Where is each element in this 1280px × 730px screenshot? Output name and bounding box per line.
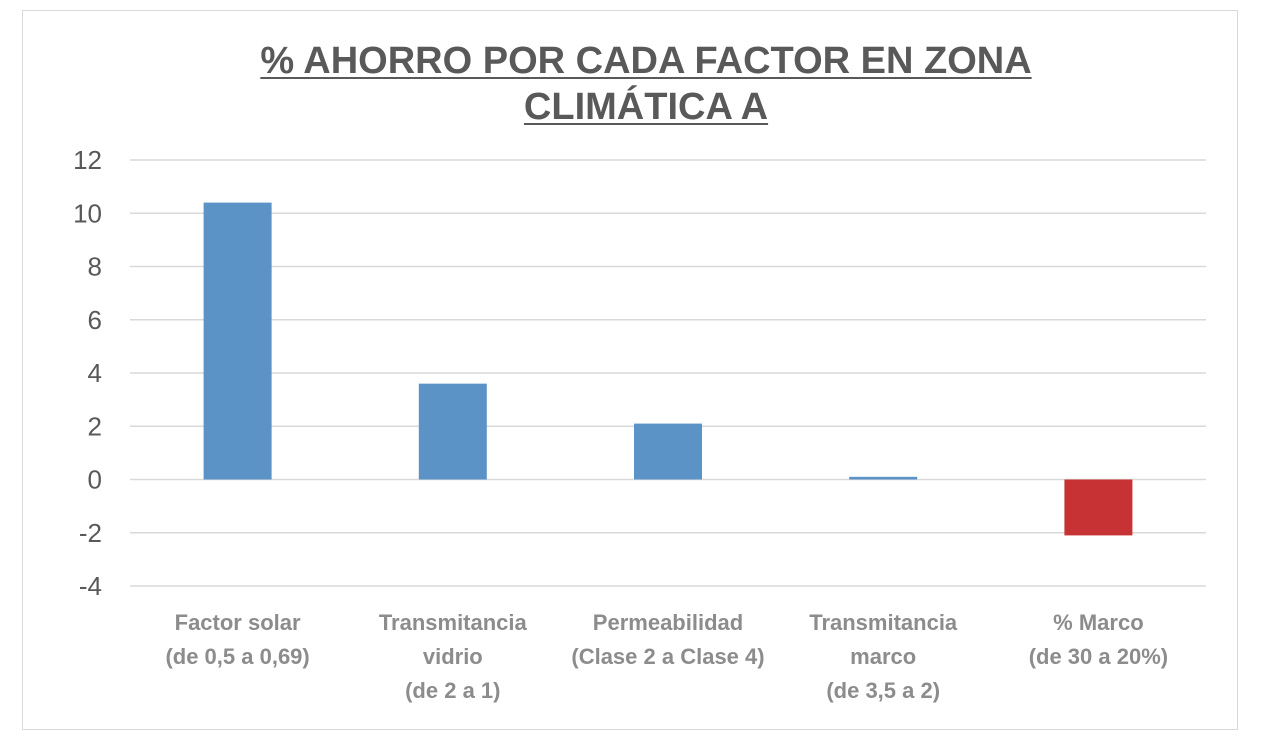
y-tick-label: 2 xyxy=(88,411,102,441)
y-tick-label: 6 xyxy=(88,305,102,335)
y-tick-label: 4 xyxy=(88,358,102,388)
bar xyxy=(1064,479,1133,536)
y-tick-label: -2 xyxy=(79,518,102,548)
y-tick-label: 12 xyxy=(73,145,102,175)
y-tick-label: -4 xyxy=(79,571,102,601)
x-tick-label: % Marco (de 30 a 20%) xyxy=(1029,610,1168,669)
chart-title-line-2: CLIMÁTICA A xyxy=(523,86,769,128)
x-tick-label-line: Permeabilidad xyxy=(593,610,743,635)
x-tick-label-line: marco xyxy=(850,644,916,669)
x-tick-label: Factor solar (de 0,5 a 0,69) xyxy=(165,610,309,669)
x-tick-label-line: Transmitancia xyxy=(379,610,528,635)
x-tick-label-line: (Clase 2 a Clase 4) xyxy=(571,644,764,669)
x-tick-label: Permeabilidad (Clase 2 a Clase 4) xyxy=(571,610,764,669)
x-tick-label-line: (de 3,5 a 2) xyxy=(826,678,940,703)
bar xyxy=(849,476,918,480)
x-tick-label-line: (de 30 a 20%) xyxy=(1029,644,1168,669)
y-tick-label: 8 xyxy=(88,252,102,282)
x-tick-label-line: Transmitancia xyxy=(809,610,958,635)
chart-title: % AHORRO POR CADA FACTOR EN ZONA CLIMÁTI… xyxy=(0,38,1280,130)
bar xyxy=(203,202,272,480)
x-tick-label-line: (de 2 a 1) xyxy=(405,678,500,703)
x-tick-label-line: Factor solar xyxy=(175,610,301,635)
x-tick-label-line: (de 0,5 a 0,69) xyxy=(165,644,309,669)
x-tick-label-line: % Marco xyxy=(1053,610,1143,635)
x-tick-label-line: vidrio xyxy=(423,644,483,669)
y-tick-label: 10 xyxy=(73,198,102,228)
y-tick-label: 0 xyxy=(88,465,102,495)
bar xyxy=(634,423,702,480)
bar xyxy=(418,383,487,480)
chart-title-line-1: % AHORRO POR CADA FACTOR EN ZONA xyxy=(260,40,1032,82)
x-tick-label: Transmitancia marco (de 3,5 a 2) xyxy=(809,610,958,703)
x-tick-label: Transmitancia vidrio (de 2 a 1) xyxy=(379,610,528,703)
